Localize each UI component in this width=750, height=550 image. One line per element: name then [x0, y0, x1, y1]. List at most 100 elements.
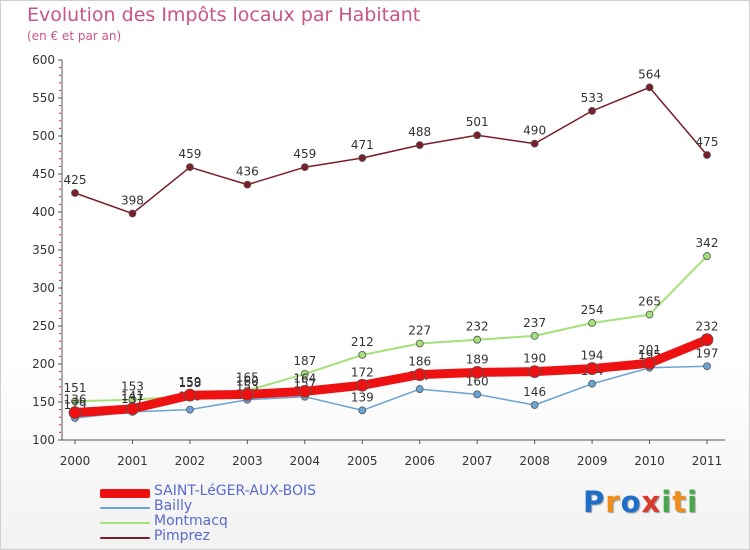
data-label-saint-l-ger-aux-bois-2001: 141	[121, 389, 144, 403]
y-tick-label-100: 100	[32, 433, 55, 447]
legend-label-saint-leger: SAINT-LéGER-AUX-BOIS	[154, 483, 317, 499]
data-point-bailly-2002	[186, 405, 194, 414]
data-point-saint-l-ger-aux-bois-2008	[528, 365, 542, 379]
data-point-saint-l-ger-aux-bois-2007	[470, 365, 484, 379]
x-tick-label-2008: 2008	[519, 454, 550, 468]
data-label-pimprez-2002: 459	[178, 147, 201, 161]
data-label-montmacq-2000: 151	[64, 381, 87, 395]
data-label-saint-l-ger-aux-bois-2005: 172	[351, 365, 374, 379]
data-point-saint-l-ger-aux-bois-2000	[68, 406, 82, 420]
data-point-pimprez-2010	[645, 83, 654, 92]
x-tick-label-2002: 2002	[175, 454, 206, 468]
data-point-saint-l-ger-aux-bois-2004	[298, 384, 312, 398]
data-label-pimprez-2004: 459	[293, 147, 316, 161]
data-label-montmacq-2008: 237	[523, 316, 546, 330]
data-point-pimprez-2011	[703, 151, 711, 159]
data-label-saint-l-ger-aux-bois-2004: 164	[293, 371, 316, 385]
data-label-pimprez-2008: 490	[523, 124, 546, 138]
data-label-montmacq-2002: 158	[178, 376, 201, 390]
data-point-saint-l-ger-aux-bois-2003	[240, 387, 254, 401]
legend-swatch-saint-leger	[100, 488, 150, 498]
data-label-montmacq-2001: 153	[121, 380, 144, 394]
data-point-montmacq-2000	[71, 397, 79, 406]
legend-label-pimprez: Pimprez	[154, 528, 210, 544]
data-point-pimprez-2001	[128, 209, 137, 218]
x-tick-label-2007: 2007	[462, 454, 493, 468]
data-label-pimprez-2011: 475	[696, 135, 719, 149]
data-point-bailly-2006	[415, 385, 424, 393]
y-tick-label-200: 200	[32, 357, 55, 371]
y-tick-label-250: 250	[32, 319, 55, 333]
data-point-pimprez-2006	[415, 141, 424, 150]
data-point-bailly-2007	[473, 390, 482, 399]
data-label-saint-l-ger-aux-bois-2011: 232	[696, 320, 719, 334]
x-tick-label-2005: 2005	[347, 454, 378, 468]
legend-item-bailly: Bailly	[100, 498, 400, 514]
data-label-montmacq-2005: 212	[351, 335, 374, 349]
data-point-montmacq-2006	[415, 339, 424, 348]
data-point-montmacq-2008	[530, 331, 539, 340]
logo-letter-3: x	[641, 485, 662, 519]
y-tick-label-450: 450	[32, 167, 55, 181]
data-label-montmacq-2006: 227	[408, 323, 431, 337]
chart-title: Evolution des Impôts locaux par Habitant	[27, 4, 421, 26]
data-point-saint-l-ger-aux-bois-2001	[126, 402, 139, 416]
x-tick-label-2006: 2006	[404, 454, 435, 468]
data-point-montmacq-2005	[358, 350, 367, 359]
data-point-montmacq-2004	[300, 369, 309, 378]
data-point-montmacq-2011	[703, 252, 711, 260]
data-label-saint-l-ger-aux-bois-2006: 186	[408, 355, 431, 369]
y-tick-label-600: 600	[32, 53, 55, 67]
data-point-bailly-2008	[530, 401, 539, 409]
data-point-pimprez-2009	[588, 107, 596, 115]
logo-letter-4: i	[661, 485, 673, 519]
legend-swatch-bailly	[100, 507, 150, 509]
data-label-pimprez-2005: 471	[351, 138, 374, 152]
x-tick-label-2004: 2004	[290, 454, 321, 468]
data-label-bailly-2005: 139	[351, 390, 374, 404]
data-label-pimprez-2007: 501	[466, 115, 489, 129]
data-point-saint-l-ger-aux-bois-2009	[585, 362, 599, 375]
x-tick-label-2000: 2000	[60, 454, 91, 468]
data-point-saint-l-ger-aux-bois-2011	[700, 333, 714, 347]
series-line-saint-l-ger-aux-bois	[70, 335, 712, 418]
data-label-saint-l-ger-aux-bois-2000: 136	[64, 393, 87, 407]
legend-swatch-pimprez	[100, 537, 150, 539]
data-label-pimprez-2006: 488	[408, 125, 431, 139]
legend-item-pimprez: Pimprez	[100, 528, 400, 544]
y-tick-label-300: 300	[32, 281, 55, 295]
data-point-montmacq-2009	[588, 319, 596, 327]
data-label-pimprez-2003: 436	[236, 165, 259, 179]
data-point-pimprez-2004	[300, 163, 309, 172]
x-tick-label-2003: 2003	[232, 454, 263, 468]
data-point-pimprez-2007	[473, 131, 482, 140]
proxiti-logo: Proxiti	[583, 485, 698, 519]
logo-letter-0: P	[583, 485, 606, 519]
y-tick-label-150: 150	[32, 395, 55, 409]
data-label-saint-l-ger-aux-bois-2009: 194	[581, 349, 604, 363]
data-point-saint-l-ger-aux-bois-2005	[355, 378, 369, 392]
data-label-montmacq-2007: 232	[466, 320, 489, 334]
data-label-saint-l-ger-aux-bois-2008: 190	[523, 352, 546, 366]
logo-letter-6: i	[687, 485, 699, 519]
data-label-montmacq-2004: 187	[293, 354, 316, 368]
x-tick-label-2011: 2011	[692, 454, 723, 468]
y-tick-label-400: 400	[32, 205, 55, 219]
series-line-pimprez	[74, 86, 708, 215]
logo-letter-2: o	[620, 485, 642, 519]
data-label-saint-l-ger-aux-bois-2002: 159	[178, 375, 201, 389]
data-label-bailly-2008: 146	[523, 385, 546, 399]
data-label-saint-l-ger-aux-bois-2010: 201	[638, 343, 661, 357]
data-point-saint-l-ger-aux-bois-2010	[643, 356, 656, 370]
logo-letter-1: r	[605, 485, 621, 519]
legend-item-montmacq: Montmacq	[100, 513, 400, 529]
logo-letter-5: t	[672, 485, 688, 519]
data-point-montmacq-2007	[473, 335, 482, 344]
data-point-bailly-2009	[588, 379, 596, 388]
data-point-bailly-2011	[703, 362, 711, 371]
series-line-bailly	[74, 365, 708, 419]
data-label-saint-l-ger-aux-bois-2003: 160	[236, 374, 259, 388]
data-point-pimprez-2002	[186, 163, 194, 172]
line-chart: 100 150 200 250 300 350 400 450 500 550 600 2000 200…	[32, 53, 725, 468]
